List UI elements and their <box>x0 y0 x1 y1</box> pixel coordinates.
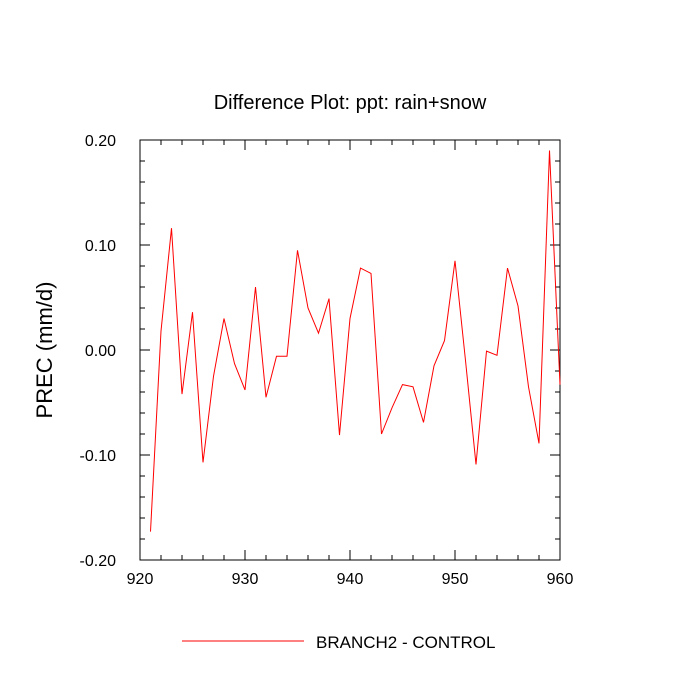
y-tick-label: -0.20 <box>80 553 117 570</box>
legend-label: BRANCH2 - CONTROL <box>316 633 495 652</box>
series-line-0 <box>150 150 561 532</box>
series-layer <box>150 150 561 532</box>
legend: BRANCH2 - CONTROL <box>182 633 495 652</box>
x-tick-label: 930 <box>232 571 259 588</box>
y-axis-label: PREC (mm/d) <box>32 282 57 419</box>
plot-frame <box>139 139 561 561</box>
x-tick-label: 960 <box>547 571 574 588</box>
axis-tick-labels: 920 930 940 950 960 -0.20 -0.10 0.00 0.10 0.20 <box>80 133 574 588</box>
chart-title: Difference Plot: ppt: rain+snow <box>214 92 487 114</box>
x-tick-label: 940 <box>337 571 364 588</box>
y-tick-label: -0.10 <box>80 448 117 465</box>
axis-ticks <box>139 139 561 561</box>
x-tick-label: 950 <box>442 571 469 588</box>
y-tick-label: 0.00 <box>85 343 116 360</box>
x-tick-label: 920 <box>127 571 154 588</box>
y-tick-label: 0.20 <box>85 133 116 150</box>
y-tick-label: 0.10 <box>85 238 116 255</box>
